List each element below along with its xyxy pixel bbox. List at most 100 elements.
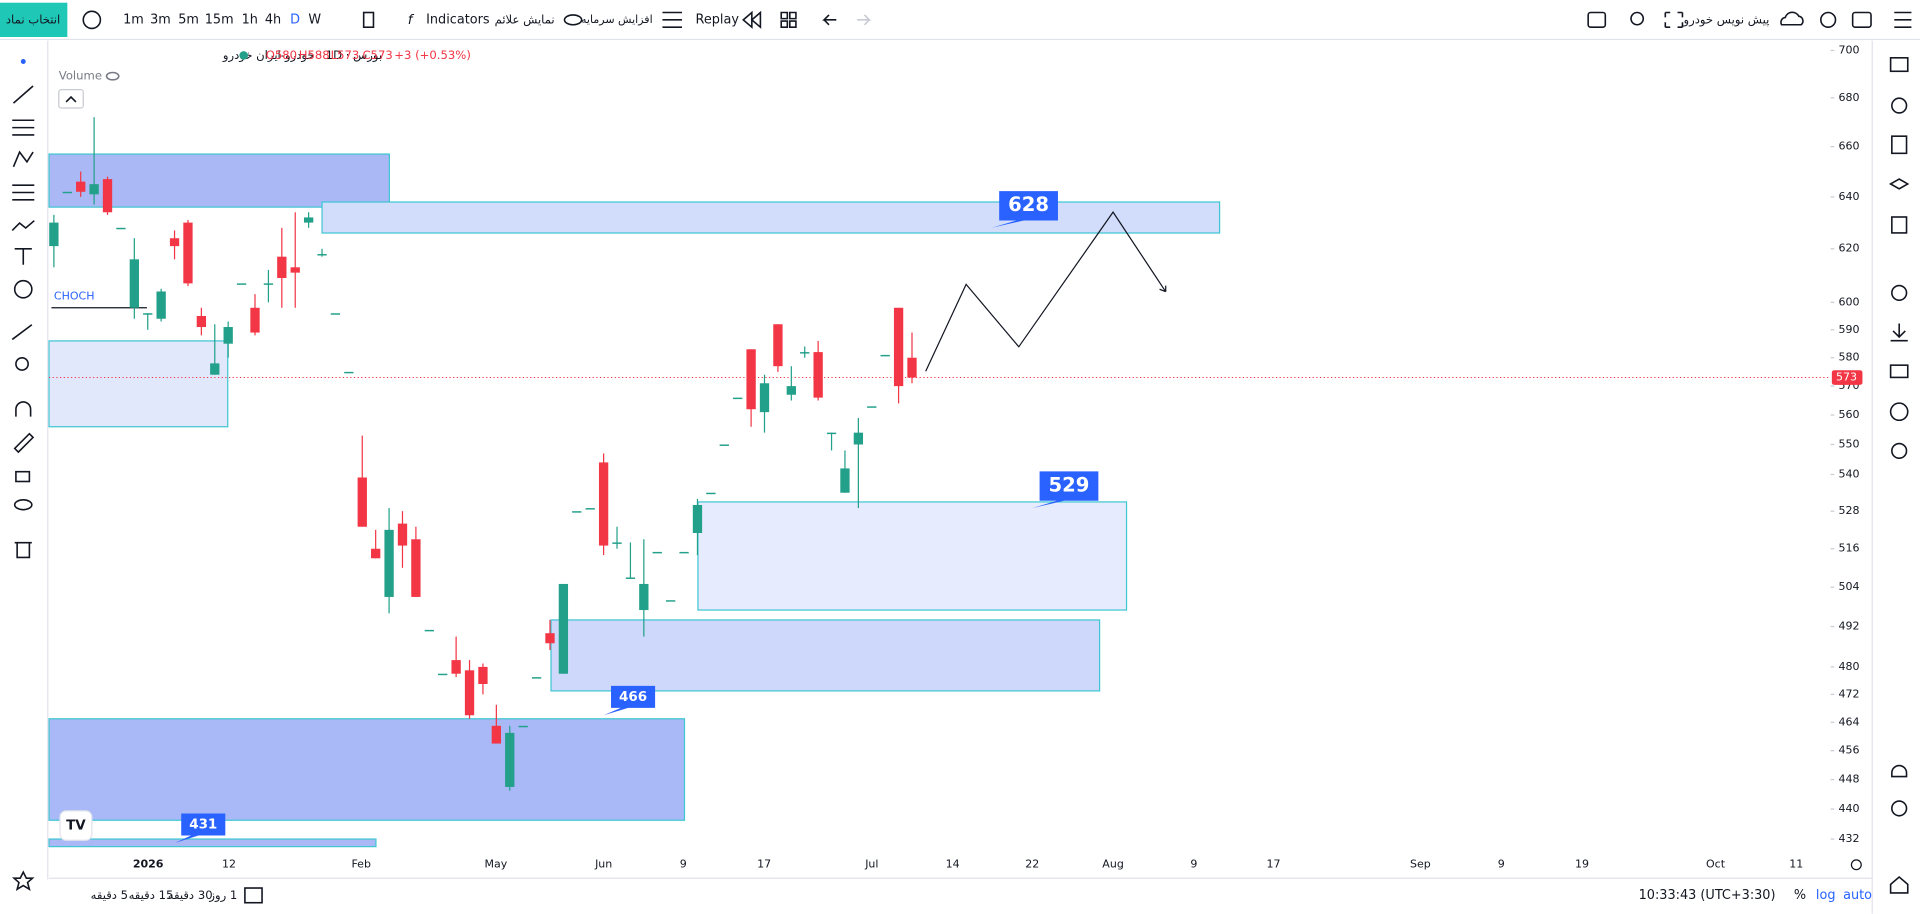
candle-body bbox=[746, 349, 756, 410]
brush-tool[interactable] bbox=[11, 220, 35, 232]
candle-body bbox=[397, 523, 408, 546]
support-icon[interactable] bbox=[1891, 800, 1908, 817]
favorites-tool[interactable] bbox=[11, 870, 35, 891]
menu-icon[interactable] bbox=[1894, 11, 1912, 28]
cloud-icon[interactable] bbox=[1780, 11, 1804, 26]
candle-body bbox=[786, 386, 796, 395]
eye-icon[interactable] bbox=[563, 14, 583, 26]
lock-tool[interactable] bbox=[15, 470, 31, 483]
add-symbol-icon[interactable] bbox=[82, 10, 102, 30]
y-tick-label: 680 bbox=[1838, 91, 1859, 104]
settings-gear-icon[interactable] bbox=[1820, 11, 1837, 28]
hide-tool[interactable] bbox=[13, 499, 33, 511]
watchlist-icon[interactable] bbox=[1889, 57, 1909, 73]
fullscreen-icon[interactable] bbox=[1587, 11, 1607, 28]
range-button[interactable]: 1 روز bbox=[208, 888, 237, 903]
axis-settings-icon[interactable] bbox=[1850, 859, 1862, 871]
range-button[interactable]: 5 دقیقه bbox=[91, 888, 128, 902]
delete-tool[interactable] bbox=[14, 541, 32, 559]
collapse-arrow[interactable] bbox=[65, 95, 77, 103]
zoom-tool[interactable] bbox=[15, 357, 29, 371]
callout-label: 466 bbox=[619, 690, 647, 705]
interval-button[interactable]: 1m bbox=[123, 12, 144, 27]
alerts-icon[interactable] bbox=[1891, 97, 1908, 114]
x-tick-label: Jul bbox=[864, 858, 878, 871]
volume-hidden-icon[interactable] bbox=[105, 71, 120, 81]
undo-icon[interactable] bbox=[822, 14, 837, 26]
indicators-button[interactable]: Indicators bbox=[426, 12, 490, 27]
layout-icon[interactable] bbox=[780, 11, 797, 28]
symbol-button-text[interactable]: انتخاب نماد bbox=[6, 12, 60, 26]
camera-icon[interactable] bbox=[1851, 11, 1872, 28]
callout-box bbox=[603, 685, 656, 716]
zone bbox=[321, 201, 1221, 234]
interval-button[interactable]: W bbox=[308, 12, 321, 27]
candle-body bbox=[384, 529, 394, 597]
candle-body bbox=[706, 492, 716, 495]
interval-button[interactable]: D bbox=[290, 12, 300, 27]
chart-type-icon[interactable] bbox=[362, 11, 375, 28]
range-button[interactable]: 15 دقیقه bbox=[129, 888, 174, 902]
gear-icon[interactable] bbox=[1891, 284, 1908, 302]
candle-body bbox=[357, 477, 367, 527]
calendar-icon[interactable] bbox=[1891, 216, 1908, 234]
share-icon[interactable] bbox=[1891, 442, 1908, 460]
pattern-tool[interactable] bbox=[12, 150, 34, 168]
y-tick-label: 456 bbox=[1838, 744, 1859, 757]
candle-body bbox=[773, 324, 783, 367]
card-icon[interactable] bbox=[1889, 364, 1909, 379]
x-tick-label: 14 bbox=[946, 858, 960, 871]
interval-button[interactable]: 4h bbox=[265, 12, 281, 27]
x-tick-label: Aug bbox=[1102, 858, 1124, 871]
scale-option[interactable]: log bbox=[1816, 888, 1836, 903]
collapse-button[interactable] bbox=[58, 89, 84, 109]
candle-body bbox=[156, 291, 166, 319]
search-icon[interactable] bbox=[1630, 11, 1645, 26]
magnet-tool[interactable] bbox=[15, 401, 32, 417]
download-icon[interactable] bbox=[1890, 323, 1908, 342]
interval-button[interactable]: 1h bbox=[242, 12, 258, 27]
cursor-tool[interactable] bbox=[20, 59, 26, 64]
layers-icon[interactable] bbox=[1889, 178, 1910, 190]
prediction-tool[interactable] bbox=[12, 184, 35, 201]
replay-icon[interactable] bbox=[742, 10, 762, 29]
interval-button[interactable]: 15m bbox=[205, 12, 234, 27]
candle-body bbox=[853, 432, 864, 445]
notes-icon[interactable] bbox=[1891, 135, 1908, 155]
date-range-icon[interactable] bbox=[244, 887, 263, 904]
measure-tool[interactable] bbox=[11, 324, 33, 341]
draft-label[interactable]: پیش نویس خودرو bbox=[1683, 12, 1770, 27]
interval-button[interactable]: 5m bbox=[178, 12, 199, 27]
scale-option[interactable]: auto bbox=[1843, 888, 1872, 903]
show-signals-button[interactable]: نمایش علائم bbox=[495, 12, 555, 27]
notifications-icon[interactable] bbox=[1891, 764, 1908, 778]
capital-increase-button[interactable]: افزایش سرمایه bbox=[581, 13, 653, 26]
candle-body bbox=[344, 371, 354, 374]
replay-button[interactable]: Replay bbox=[696, 12, 740, 27]
y-tick-label: 600 bbox=[1838, 295, 1859, 308]
home-icon[interactable] bbox=[1889, 875, 1909, 894]
icon-tool[interactable] bbox=[13, 279, 33, 299]
settings-icon[interactable] bbox=[662, 11, 683, 28]
candle-body bbox=[143, 313, 153, 315]
interval-button[interactable]: 3m bbox=[150, 12, 171, 27]
y-tick-label: 516 bbox=[1838, 542, 1859, 555]
trend-line-tool[interactable] bbox=[12, 85, 34, 104]
ohlc-value: +3 (+0.53%) bbox=[394, 48, 471, 62]
expand-icon[interactable] bbox=[1664, 11, 1684, 28]
candle-body bbox=[800, 352, 810, 354]
profile-icon[interactable] bbox=[1889, 402, 1909, 422]
range-button[interactable]: 30 دقیقه bbox=[168, 888, 213, 902]
price-axis-bg bbox=[1830, 40, 1873, 879]
scale-option[interactable]: % bbox=[1794, 888, 1806, 903]
fx-icon[interactable]: f bbox=[408, 13, 415, 28]
text-tool[interactable] bbox=[14, 248, 32, 265]
draw-mode-tool[interactable] bbox=[13, 432, 35, 454]
symbol-button[interactable] bbox=[0, 2, 68, 37]
x-tick-label: 17 bbox=[1266, 858, 1280, 871]
y-tick-label: 440 bbox=[1838, 802, 1859, 815]
redo-icon[interactable] bbox=[857, 14, 872, 26]
fib-tool[interactable] bbox=[12, 119, 35, 136]
y-tick-label: 448 bbox=[1838, 773, 1859, 786]
